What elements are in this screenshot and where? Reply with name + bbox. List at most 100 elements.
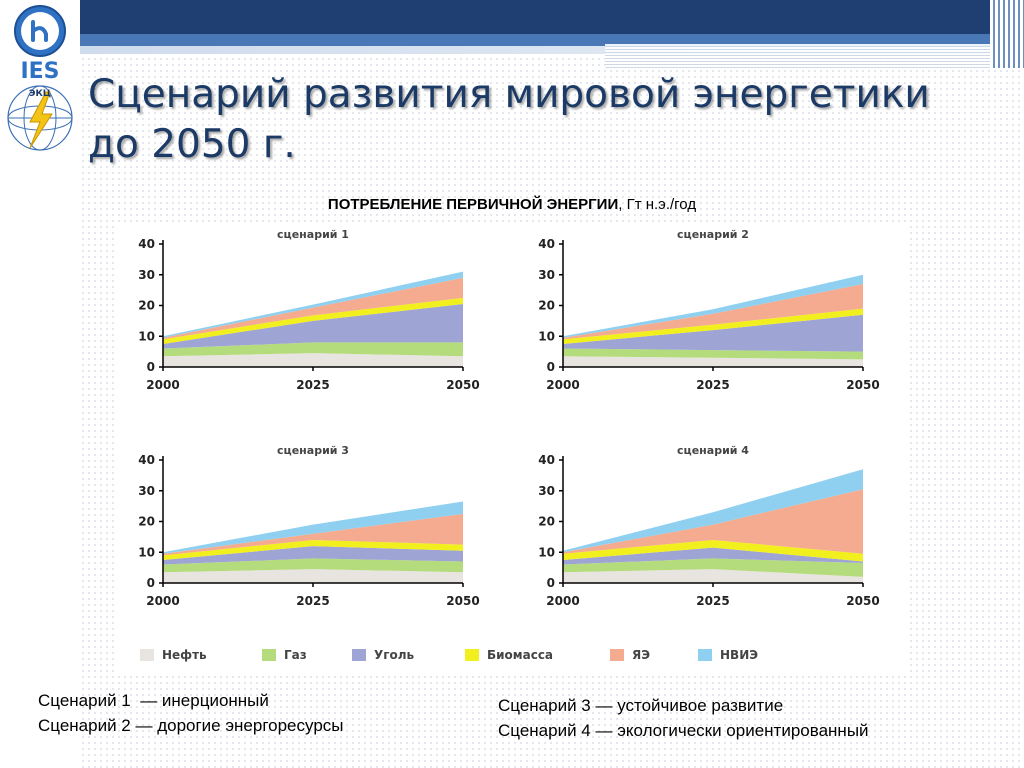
- legend-label-coal: Уголь: [374, 648, 415, 662]
- x-tick-label: 2025: [296, 594, 329, 608]
- header-stripes: [605, 44, 1024, 68]
- legend-item-coal: Уголь: [352, 648, 414, 662]
- area-biomass: [563, 308, 863, 344]
- y-tick-label: 40: [138, 237, 155, 251]
- area-oil: [563, 356, 863, 367]
- chart-scenario-1: сценарий 1 0 10 20 30 40 2000 2025 2050: [138, 228, 479, 392]
- legend-label-nuclear: ЯЭ: [632, 648, 651, 662]
- y-tick-label: 10: [538, 545, 555, 559]
- area-oil: [163, 353, 463, 367]
- area-renewables: [163, 271, 463, 338]
- scenario-descriptions-right: Сценарий 3 — устойчивое развитие Сценари…: [498, 693, 869, 743]
- x-tick-label: 2025: [696, 594, 729, 608]
- y-tick-label: 30: [138, 484, 155, 498]
- y-tick-label: 40: [538, 453, 555, 467]
- ies-logo: IES ЭКЦ: [0, 0, 80, 160]
- chart-title: сценарий 1: [277, 228, 349, 241]
- x-tick-label: 2050: [446, 378, 479, 392]
- x-tick-label: 2000: [146, 594, 179, 608]
- area-gas: [563, 558, 863, 577]
- y-tick-label: 10: [538, 329, 555, 343]
- legend-item-gas: Газ: [262, 648, 307, 662]
- legend-swatch-oil: [140, 649, 154, 661]
- x-tick-label: 2000: [146, 378, 179, 392]
- area-oil: [163, 569, 463, 583]
- svg-text:ЭКЦ: ЭКЦ: [29, 89, 51, 99]
- legend-swatch-coal: [352, 649, 366, 661]
- y-tick-label: 30: [138, 268, 155, 282]
- legend-swatch-nuclear: [610, 649, 624, 661]
- chart-title: сценарий 3: [277, 444, 349, 457]
- scenario-descriptions-left: Сценарий 1 — инерционный Сценарий 2 — до…: [38, 688, 344, 738]
- y-tick-label: 20: [538, 299, 555, 313]
- x-tick-label: 2025: [696, 378, 729, 392]
- area-gas: [563, 348, 863, 360]
- area-renewables: [563, 469, 863, 553]
- x-tick-label: 2050: [446, 594, 479, 608]
- area-renewables: [163, 501, 463, 554]
- page-title: Сценарий развития мировой энергетики до …: [88, 72, 930, 167]
- legend-label-renewables: НВИЭ: [720, 648, 759, 662]
- legend-item-biomass: Биомасса: [465, 648, 553, 662]
- area-nuclear: [563, 283, 863, 340]
- legend-label-biomass: Биомасса: [487, 648, 554, 662]
- legend-label-oil: Нефть: [162, 648, 207, 662]
- legend-item-renewables: НВИЭ: [698, 648, 758, 662]
- header-band: [80, 0, 1024, 34]
- chart-title: сценарий 4: [677, 444, 749, 457]
- scenario-4-description: Сценарий 4 — экологически ориентированны…: [498, 721, 869, 740]
- area-coal: [563, 547, 863, 565]
- area-nuclear: [163, 277, 463, 340]
- y-tick-label: 10: [138, 545, 155, 559]
- chart-scenario-4: сценарий 4 0 10 20 30 40 2000 2025 2050: [538, 444, 879, 608]
- area-coal: [163, 546, 463, 565]
- legend-swatch-biomass: [465, 649, 479, 661]
- chart-scenario-3: сценарий 3 0 10 20 30 40 2000 2025 2050: [138, 444, 479, 608]
- y-tick-label: 0: [147, 576, 155, 590]
- y-tick-label: 10: [138, 329, 155, 343]
- header-band-light: [80, 46, 1024, 54]
- scenario-1-description: Сценарий 1 — инерционный: [38, 691, 269, 710]
- x-tick-label: 2025: [296, 378, 329, 392]
- y-tick-label: 0: [547, 576, 555, 590]
- chart-scenario-2: сценарий 2 0 10 20 30 40 2000 2025 2050: [538, 228, 879, 392]
- y-tick-label: 40: [138, 453, 155, 467]
- legend-item-nuclear: ЯЭ: [610, 648, 650, 662]
- y-tick-label: 0: [547, 360, 555, 374]
- area-gas: [163, 342, 463, 357]
- chart-title: сценарий 2: [677, 228, 749, 241]
- x-tick-label: 2000: [546, 378, 579, 392]
- chart-caption: ПОТРЕБЛЕНИЕ ПЕРВИЧНОЙ ЭНЕРГИИ, Гт н.э./г…: [0, 196, 1024, 213]
- chart-caption-units: , Гт н.э./год: [618, 196, 697, 213]
- legend-item-oil: Нефть: [140, 648, 207, 662]
- svg-text:IES: IES: [20, 59, 59, 84]
- y-tick-label: 20: [138, 515, 155, 529]
- area-nuclear: [163, 513, 463, 556]
- chart-legend: Нефть Газ Уголь Биомасса ЯЭ НВИЭ: [140, 648, 900, 666]
- y-tick-label: 20: [138, 299, 155, 313]
- x-tick-label: 2050: [846, 594, 879, 608]
- legend-swatch-renewables: [698, 649, 712, 661]
- area-biomass: [163, 297, 463, 344]
- area-nuclear: [563, 489, 863, 554]
- area-renewables: [563, 274, 863, 338]
- y-tick-label: 0: [147, 360, 155, 374]
- x-tick-label: 2000: [546, 594, 579, 608]
- header-band-accent: [80, 34, 1024, 46]
- header-vertical-stripes: [990, 0, 1024, 68]
- legend-label-gas: Газ: [284, 648, 307, 662]
- scenario-2-description: Сценарий 2 — дорогие энергоресурсы: [38, 716, 344, 735]
- y-tick-label: 30: [538, 484, 555, 498]
- area-gas: [163, 558, 463, 573]
- y-tick-label: 20: [538, 515, 555, 529]
- area-coal: [563, 314, 863, 352]
- y-tick-label: 30: [538, 268, 555, 282]
- x-tick-label: 2050: [846, 378, 879, 392]
- scenario-3-description: Сценарий 3 — устойчивое развитие: [498, 696, 784, 715]
- area-coal: [163, 303, 463, 349]
- area-oil: [563, 569, 863, 583]
- y-tick-label: 40: [538, 237, 555, 251]
- chart-caption-bold: ПОТРЕБЛЕНИЕ ПЕРВИЧНОЙ ЭНЕРГИИ: [327, 196, 619, 213]
- area-biomass: [563, 539, 863, 562]
- area-biomass: [163, 539, 463, 560]
